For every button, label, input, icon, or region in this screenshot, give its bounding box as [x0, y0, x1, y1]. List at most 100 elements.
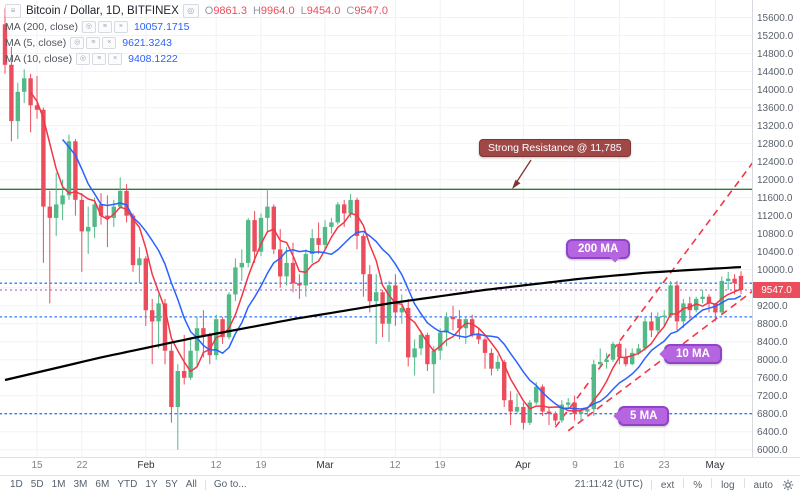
bottom-toolbar: 1D 5D 1M 3M 6M YTD 1Y 5Y All Go to... 21:11:42 (…	[0, 475, 800, 493]
candles[interactable]	[2, 8, 744, 450]
current-price-badge: 9547.0	[753, 282, 800, 298]
time-tick-19: 19	[255, 460, 267, 471]
annotation-200ma[interactable]: 200 MA	[566, 239, 631, 263]
symbol-title[interactable]: Bitcoin / Dollar, 1D, BITFINEX	[26, 5, 179, 17]
ohlc-close: C9547.0	[346, 5, 388, 17]
divider	[204, 479, 206, 490]
indicator-eye-icon[interactable]: ◎	[70, 37, 85, 49]
indicator-close-icon[interactable]: ×	[108, 53, 123, 65]
svg-text:6800.0: 6800.0	[757, 409, 788, 420]
time-tick-19: 19	[434, 460, 446, 471]
indicator-label: MA (5, close)	[5, 37, 67, 49]
svg-text:10800.0: 10800.0	[757, 229, 794, 240]
toggle-log[interactable]: log	[721, 480, 735, 491]
indicator-eye-icon[interactable]: ◎	[81, 21, 96, 33]
time-tick-9: 9	[572, 460, 578, 471]
svg-text:6000.0: 6000.0	[757, 445, 788, 456]
annotation-200ma-text: 200 MA	[578, 243, 619, 255]
time-tick-mar: Mar	[316, 460, 334, 471]
indicator-value: 9408.1222	[128, 53, 178, 65]
time-tick-feb: Feb	[137, 460, 155, 471]
svg-text:12800.0: 12800.0	[757, 139, 794, 150]
time-tick-23: 23	[658, 460, 670, 471]
range-toolbar: 1D 5D 1M 3M 6M YTD 1Y 5Y All Go to...	[6, 479, 251, 490]
toggle-ext[interactable]: ext	[660, 480, 675, 491]
range-button-6m[interactable]: 6M	[95, 479, 110, 490]
svg-text:7600.0: 7600.0	[757, 373, 788, 384]
scale-toggles: ext% log auto	[656, 478, 778, 491]
indicator-row-ma5[interactable]: MA (5, close) ◎ ≡ × 9621.3243	[5, 35, 388, 51]
svg-text:15200.0: 15200.0	[757, 31, 794, 42]
time-tick-may: May	[705, 460, 725, 471]
axis-toolbar: 21:11:42 (UTC) ext% log auto	[575, 478, 794, 491]
svg-text:11600.0: 11600.0	[757, 193, 793, 204]
indicator-close-icon[interactable]: ×	[113, 21, 128, 33]
indicator-settings-icon[interactable]: ≡	[97, 21, 112, 33]
svg-text:13200.0: 13200.0	[757, 121, 794, 132]
svg-text:14800.0: 14800.0	[757, 49, 794, 60]
range-button-1d[interactable]: 1D	[10, 479, 23, 490]
goto-button[interactable]: Go to...	[213, 479, 247, 490]
time-tick-apr: Apr	[515, 460, 531, 471]
ohlc-high: H9964.0	[252, 5, 295, 17]
toggle-percent[interactable]: %	[693, 480, 703, 491]
annotation-strong-resistance[interactable]: Strong Resistance @ 11,785	[479, 139, 631, 157]
annotation-5ma[interactable]: 5 MA	[613, 406, 670, 426]
range-button-all[interactable]: All	[185, 479, 197, 490]
ohlc-open: O9861.3	[204, 5, 247, 17]
range-buttons: 1D 5D 1M 3M 6M YTD 1Y 5Y All	[6, 479, 201, 490]
symbol-menu-icon[interactable]: ≡	[5, 4, 21, 18]
range-button-1m[interactable]: 1M	[51, 479, 66, 490]
svg-text:6400.0: 6400.0	[757, 427, 788, 438]
indicator-row-ma200[interactable]: MA (200, close) ◎ ≡ × 10057.1715	[5, 19, 388, 35]
ma10-line[interactable]	[62, 139, 742, 410]
annotation-10ma[interactable]: 10 MA	[659, 344, 722, 364]
svg-text:9200.0: 9200.0	[757, 301, 788, 312]
resistance-arrow[interactable]	[512, 159, 532, 189]
eye-icon[interactable]: ◎	[182, 4, 199, 18]
indicator-row-ma10[interactable]: MA (10, close) ◎ ≡ × 9408.1222	[5, 51, 388, 67]
ma200-line[interactable]	[4, 266, 742, 382]
range-button-3m[interactable]: 3M	[73, 479, 88, 490]
indicator-value: 10057.1715	[133, 21, 190, 33]
range-button-ytd[interactable]: YTD	[117, 479, 138, 490]
ohlc-low: L9454.0	[300, 5, 341, 17]
indicator-close-icon[interactable]: ×	[102, 37, 117, 49]
indicator-settings-icon[interactable]: ≡	[86, 37, 101, 49]
svg-text:13600.0: 13600.0	[757, 103, 794, 114]
settings-gear-icon[interactable]	[782, 479, 794, 491]
toggle-auto[interactable]: auto	[753, 480, 773, 491]
indicator-eye-icon[interactable]: ◎	[76, 53, 91, 65]
divider	[743, 478, 745, 488]
divider	[683, 478, 685, 488]
time-axis[interactable]: 15 22 Feb 12 19 Mar 12 19 Apr 9 16 23 May	[0, 457, 800, 475]
annotation-10ma-text: 10 MA	[676, 348, 710, 360]
chart-canvas[interactable]: 6000.0 6400.0 6800.0 7200.0 7600.0 8000.0 8400…	[0, 0, 800, 457]
divider	[711, 478, 713, 488]
indicator-settings-icon[interactable]: ≡	[92, 53, 107, 65]
clock[interactable]: 21:11:42 (UTC)	[574, 479, 643, 490]
indicator-value: 9621.3243	[122, 37, 172, 49]
svg-text:12400.0: 12400.0	[757, 157, 794, 168]
trend-lines[interactable]	[554, 153, 760, 432]
indicator-label: MA (10, close)	[5, 53, 73, 65]
price-axis-labels[interactable]: 6000.0 6400.0 6800.0 7200.0 7600.0 8000.0 8400…	[757, 13, 794, 456]
svg-text:11200.0: 11200.0	[757, 211, 793, 222]
svg-text:14000.0: 14000.0	[757, 85, 794, 96]
range-button-5y[interactable]: 5Y	[165, 479, 178, 490]
divider	[650, 479, 652, 490]
range-button-1y[interactable]: 1Y	[145, 479, 158, 490]
time-tick-16: 16	[613, 460, 625, 471]
svg-text:15600.0: 15600.0	[757, 13, 794, 24]
ohlc-readout: O9861.3 H9964.0 L9454.0 C9547.0	[205, 5, 388, 17]
svg-text:8400.0: 8400.0	[757, 337, 788, 348]
indicator-label: MA (200, close)	[5, 21, 78, 33]
svg-text:14400.0: 14400.0	[757, 67, 794, 78]
time-tick-15: 15	[31, 460, 43, 471]
ma5-line[interactable]	[29, 91, 742, 412]
svg-text:7200.0: 7200.0	[757, 391, 788, 402]
svg-text:12000.0: 12000.0	[757, 175, 794, 186]
time-tick-12: 12	[210, 460, 222, 471]
range-button-5d[interactable]: 5D	[30, 479, 44, 490]
